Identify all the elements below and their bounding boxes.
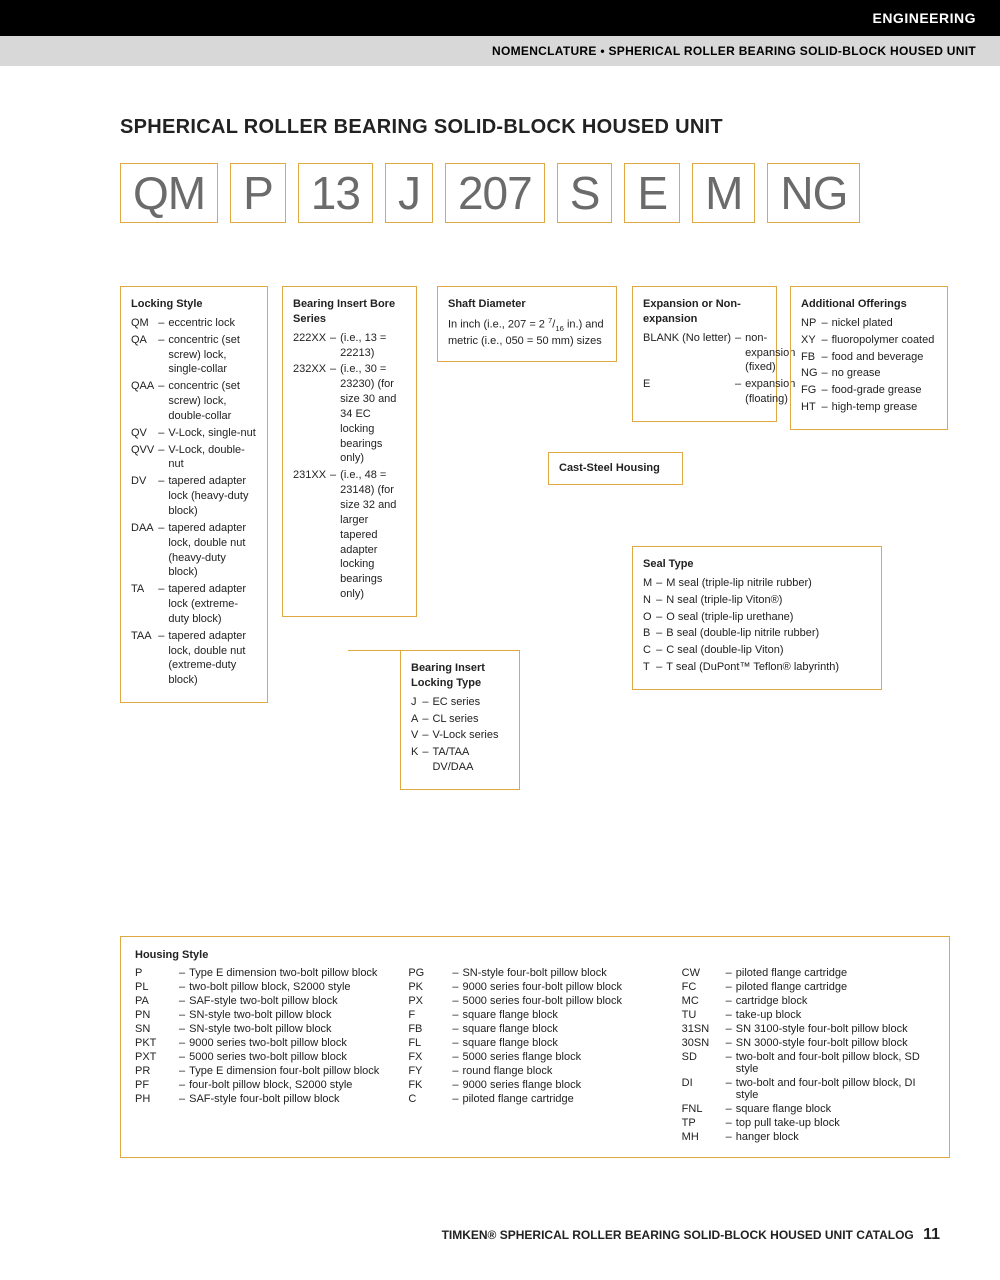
page-title: SPHERICAL ROLLER BEARING SOLID-BLOCK HOU…	[120, 116, 940, 139]
block-seal: Seal Type M–M seal (triple-lip nitrile r…	[632, 546, 882, 690]
header-black: ENGINEERING	[0, 0, 1000, 36]
code-s: S	[557, 163, 613, 223]
code-p: P	[230, 163, 286, 223]
block-locking-style: Locking Style QM–eccentric lockQA–concen…	[120, 286, 268, 703]
block-expansion: Expansion or Non-expansion BLANK (No let…	[632, 286, 777, 422]
footer: TIMKEN® SPHERICAL ROLLER BEARING SOLID-B…	[442, 1226, 940, 1244]
code-m: M	[692, 163, 755, 223]
code-13: 13	[298, 163, 373, 223]
block-housing: Housing Style P–Type E dimension two-bol…	[120, 936, 950, 1158]
code-qm: QM	[120, 163, 218, 223]
code-ng: NG	[767, 163, 860, 223]
block-cast: Cast-Steel Housing	[548, 452, 683, 485]
code-e: E	[624, 163, 680, 223]
code-row: QM P 13 J 207 S E M NG	[120, 163, 940, 223]
block-additional: Additional Offerings NP–nickel platedXY–…	[790, 286, 948, 430]
code-207: 207	[445, 163, 545, 223]
block-locking-type: Bearing Insert Locking Type J–EC seriesA…	[400, 650, 520, 790]
shaft-text: In inch (i.e., 207 = 2 7/16 in.) and met…	[448, 316, 606, 349]
block-bore-series: Bearing Insert Bore Series 222XX–(i.e., …	[282, 286, 417, 617]
header-gray: NOMENCLATURE • SPHERICAL ROLLER BEARING …	[0, 36, 1000, 66]
code-j: J	[385, 163, 433, 223]
conn	[348, 650, 400, 651]
block-shaft: Shaft Diameter In inch (i.e., 207 = 2 7/…	[437, 286, 617, 362]
